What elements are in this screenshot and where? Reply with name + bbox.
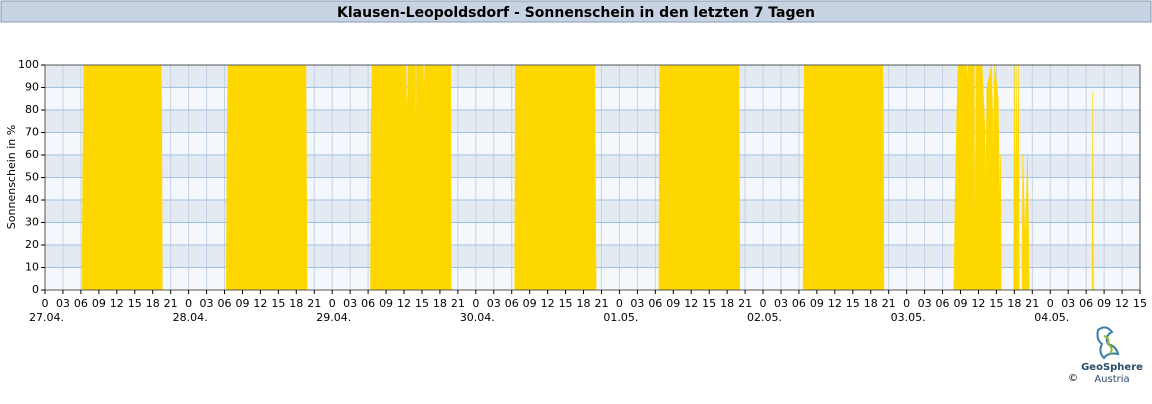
y-tick-label: 20 — [25, 238, 39, 251]
x-tick-label: 03 — [56, 297, 70, 310]
x-tick-label: 12 — [110, 297, 124, 310]
x-tick-label: 12 — [253, 297, 267, 310]
x-tick-label: 12 — [397, 297, 411, 310]
x-tick-label: 0 — [616, 297, 623, 310]
x-tick-label: 12 — [828, 297, 842, 310]
x-tick-label: 21 — [594, 297, 608, 310]
y-tick-label: 0 — [32, 283, 39, 296]
x-tick-label: 15 — [702, 297, 716, 310]
x-tick-label: 03 — [487, 297, 501, 310]
x-tick-label: 09 — [810, 297, 824, 310]
y-tick-label: 70 — [25, 126, 39, 139]
x-tick-label: 15 — [989, 297, 1003, 310]
x-tick-label: 18 — [289, 297, 303, 310]
x-tick-label: 21 — [451, 297, 465, 310]
x-tick-label: 18 — [720, 297, 734, 310]
date-label: 04.05. — [1034, 311, 1069, 324]
x-tick-label: 0 — [1047, 297, 1054, 310]
x-tick-label: 21 — [1025, 297, 1039, 310]
x-tick-label: 03 — [918, 297, 932, 310]
x-tick-label: 0 — [329, 297, 336, 310]
x-tick-label: 18 — [864, 297, 878, 310]
x-tick-label: 03 — [1061, 297, 1075, 310]
x-tick-label: 12 — [971, 297, 985, 310]
x-tick-label: 18 — [433, 297, 447, 310]
x-tick-label: 03 — [200, 297, 214, 310]
x-tick-label: 12 — [684, 297, 698, 310]
x-tick-label: 09 — [666, 297, 680, 310]
x-tick-label: 03 — [343, 297, 357, 310]
date-label: 29.04. — [316, 311, 351, 324]
x-tick-label: 15 — [1133, 297, 1147, 310]
date-label: 03.05. — [891, 311, 926, 324]
y-tick-label: 10 — [25, 261, 39, 274]
x-tick-label: 0 — [903, 297, 910, 310]
x-tick-label: 0 — [472, 297, 479, 310]
x-tick-label: 06 — [1079, 297, 1093, 310]
x-tick-label: 09 — [1097, 297, 1111, 310]
y-axis-label: Sonnenschein in % — [5, 125, 18, 229]
date-label: 27.04. — [29, 311, 64, 324]
y-tick-label: 80 — [25, 103, 39, 116]
x-tick-label: 0 — [185, 297, 192, 310]
logo-mark — [1103, 335, 1113, 355]
x-tick-label: 06 — [648, 297, 662, 310]
x-tick-label: 15 — [415, 297, 429, 310]
date-label: 28.04. — [173, 311, 208, 324]
x-tick-label: 21 — [738, 297, 752, 310]
x-tick-label: 0 — [760, 297, 767, 310]
x-tick-label: 18 — [146, 297, 160, 310]
x-tick-label: 15 — [559, 297, 573, 310]
x-tick-label: 09 — [953, 297, 967, 310]
date-label: 01.05. — [603, 311, 638, 324]
chart-title: Klausen-Leopoldsdorf - Sonnenschein in d… — [337, 5, 815, 21]
x-tick-label: 03 — [774, 297, 788, 310]
y-tick-label: 40 — [25, 193, 39, 206]
x-tick-label: 06 — [74, 297, 88, 310]
x-tick-label: 15 — [271, 297, 285, 310]
y-tick-label: 30 — [25, 216, 39, 229]
date-label: 30.04. — [460, 311, 495, 324]
x-tick-label: 06 — [936, 297, 950, 310]
x-tick-label: 12 — [541, 297, 555, 310]
x-tick-label: 21 — [307, 297, 321, 310]
y-tick-label: 90 — [25, 81, 39, 94]
logo: GeoSphere Austria © — [1068, 326, 1143, 385]
x-tick-label: 09 — [523, 297, 537, 310]
date-label: 02.05. — [747, 311, 782, 324]
x-tick-label: 18 — [1007, 297, 1021, 310]
x-tick-label: 03 — [630, 297, 644, 310]
logo-mark — [1096, 326, 1120, 360]
x-tick-label: 0 — [42, 297, 49, 310]
x-tick-label: 18 — [577, 297, 591, 310]
y-tick-label: 60 — [25, 148, 39, 161]
x-tick-label: 06 — [218, 297, 232, 310]
x-tick-label: 21 — [164, 297, 178, 310]
logo-name: GeoSphere — [1081, 362, 1143, 373]
x-tick-label: 15 — [128, 297, 142, 310]
x-tick-label: 06 — [792, 297, 806, 310]
x-tick-label: 09 — [92, 297, 106, 310]
x-tick-label: 12 — [1115, 297, 1129, 310]
logo-sub: Austria — [1094, 374, 1129, 385]
x-tick-label: 06 — [505, 297, 519, 310]
title-bar — [0, 0, 1152, 23]
x-tick-label: 09 — [235, 297, 249, 310]
x-tick-label: 15 — [846, 297, 860, 310]
y-tick-label: 50 — [25, 171, 39, 184]
x-tick-label: 09 — [379, 297, 393, 310]
x-tick-label: 21 — [882, 297, 896, 310]
x-tick-label: 06 — [361, 297, 375, 310]
y-tick-label: 100 — [18, 58, 39, 71]
copyright: © — [1068, 373, 1078, 384]
